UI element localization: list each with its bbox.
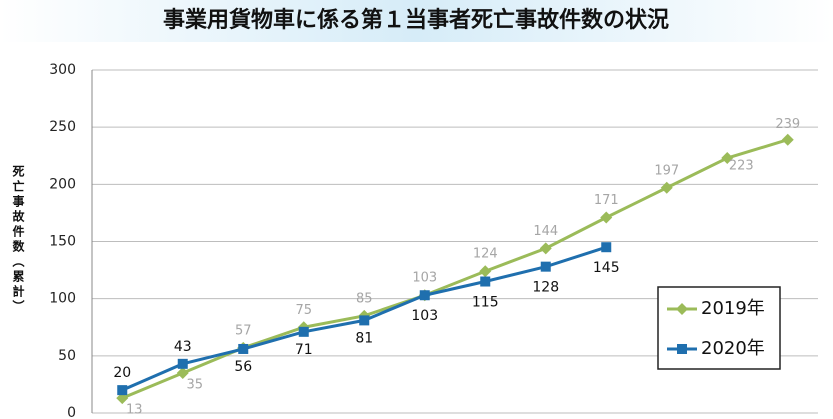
y-axis-label: 死亡事故件数（累計） <box>11 165 25 315</box>
data-label: 239 <box>775 117 800 132</box>
data-label: 43 <box>174 339 192 355</box>
title-banner <box>0 0 833 42</box>
marker-diamond <box>600 211 613 224</box>
data-label: 56 <box>234 359 252 375</box>
data-label: 145 <box>593 260 620 276</box>
y-tick-label: 0 <box>67 405 76 419</box>
data-label: 128 <box>532 280 559 296</box>
marker-square <box>480 276 491 287</box>
marker-diamond <box>781 133 794 146</box>
data-label: 223 <box>729 159 754 174</box>
marker-diamond <box>721 152 734 165</box>
marker-square <box>601 242 612 253</box>
data-label: 20 <box>113 365 131 381</box>
legend-box <box>657 286 781 370</box>
y-tick-label: 50 <box>58 348 76 364</box>
data-label: 35 <box>186 377 203 392</box>
data-label: 85 <box>356 291 373 306</box>
y-tick-label: 100 <box>49 291 76 307</box>
y-tick-label: 250 <box>49 119 76 135</box>
y-tick-label: 200 <box>49 176 76 192</box>
legend-marker <box>676 303 688 315</box>
marker-diamond <box>539 242 552 255</box>
marker-square <box>238 343 249 354</box>
data-label: 71 <box>295 342 313 358</box>
y-tick-label: 150 <box>49 234 76 250</box>
data-label: 124 <box>473 247 498 262</box>
marker-square <box>419 290 430 301</box>
marker-square <box>117 385 128 396</box>
marker-square <box>359 315 370 326</box>
marker-square <box>298 326 309 337</box>
marker-diamond <box>116 392 129 405</box>
marker-diamond <box>660 181 673 194</box>
legend-label: 2019年 <box>701 298 765 319</box>
data-label: 144 <box>533 224 558 239</box>
data-label: 197 <box>654 163 679 178</box>
data-label: 13 <box>126 403 143 418</box>
marker-diamond <box>176 366 189 379</box>
y-tick-label: 300 <box>49 62 76 78</box>
legend-label: 2020年 <box>701 338 765 359</box>
data-label: 115 <box>472 295 499 311</box>
data-label: 75 <box>295 303 312 318</box>
chart-title: 事業用貨物車に係る第１当事者死亡事故件数の状況 <box>163 7 669 33</box>
data-label: 81 <box>355 330 373 346</box>
data-label: 103 <box>412 271 437 286</box>
legend-marker <box>677 344 687 354</box>
marker-square <box>177 358 188 369</box>
marker-square <box>540 261 551 272</box>
data-label: 171 <box>594 193 619 208</box>
data-label: 57 <box>235 323 252 338</box>
data-label: 103 <box>411 308 438 324</box>
marker-diamond <box>479 265 492 278</box>
